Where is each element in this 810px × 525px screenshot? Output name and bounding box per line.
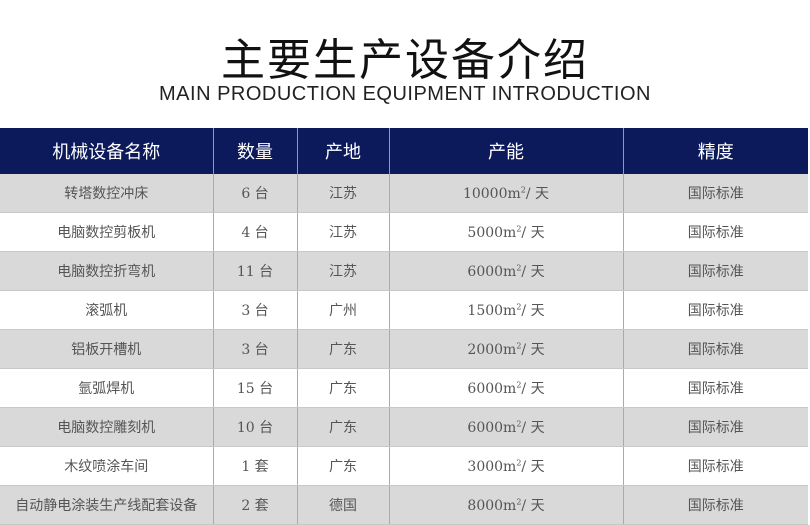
table-row: 电脑数控剪板机 4 台 江苏 5000m2/ 天 国际标准 — [0, 212, 808, 252]
capacity-per: / 天 — [521, 420, 545, 436]
precision: 国际标准 — [623, 407, 808, 447]
origin: 德国 — [297, 485, 390, 525]
capacity-unit: m — [503, 420, 517, 436]
precision: 国际标准 — [623, 251, 808, 291]
table-row: 自动静电涂装生产线配套设备 2 套 德国 8000m2/ 天 国际标准 — [0, 485, 808, 525]
capacity-unit: m — [503, 459, 517, 475]
capacity-unit-exp: 2 — [516, 302, 522, 312]
capacity-value: 10000 — [462, 186, 508, 202]
origin: 广州 — [297, 290, 390, 330]
quantity: 4 台 — [213, 212, 298, 252]
capacity-unit-exp: 2 — [516, 224, 522, 234]
capacity: 5000m2/ 天 — [389, 212, 624, 252]
capacity-unit-exp: 2 — [516, 497, 522, 507]
column-header: 产地 — [297, 128, 390, 174]
origin: 广东 — [297, 329, 390, 369]
capacity: 1500m2/ 天 — [389, 290, 624, 330]
quantity: 2 套 — [213, 485, 298, 525]
origin: 广东 — [297, 368, 390, 408]
precision: 国际标准 — [623, 329, 808, 369]
capacity: 6000m2/ 天 — [389, 407, 624, 447]
column-header: 数量 — [213, 128, 298, 174]
table-row: 电脑数控雕刻机 10 台 广东 6000m2/ 天 国际标准 — [0, 407, 808, 447]
column-header: 精度 — [623, 128, 808, 174]
capacity: 3000m2/ 天 — [389, 446, 624, 486]
capacity: 6000m2/ 天 — [389, 251, 624, 291]
capacity-unit-exp: 2 — [516, 458, 522, 468]
capacity-per: / 天 — [525, 186, 550, 202]
capacity-unit: m — [503, 303, 517, 319]
quantity: 6 台 — [213, 174, 298, 213]
equipment-name: 转塔数控冲床 — [0, 174, 214, 213]
capacity: 8000m2/ 天 — [389, 485, 624, 525]
precision: 国际标准 — [623, 485, 808, 525]
origin: 广东 — [297, 407, 390, 447]
quantity: 10 台 — [213, 407, 298, 447]
equipment-table: 机械设备名称 数量 产地 产能 精度 转塔数控冲床 6 台 江苏 10000m2/ 天 … — [0, 128, 808, 525]
capacity-per: / 天 — [521, 459, 545, 475]
equipment-name: 电脑数控雕刻机 — [0, 407, 214, 447]
precision: 国际标准 — [623, 368, 808, 408]
capacity-unit-exp: 2 — [516, 380, 522, 390]
capacity-value: 6000 — [467, 264, 504, 280]
quantity: 15 台 — [213, 368, 298, 408]
page-title: 主要生产设备介绍 — [221, 35, 589, 86]
capacity-unit-exp: 2 — [516, 419, 522, 429]
capacity-unit: m — [503, 264, 517, 280]
capacity-unit: m — [503, 381, 517, 397]
capacity-unit-exp: 2 — [516, 263, 522, 273]
table-row: 木纹喷涂车间 1 套 广东 3000m2/ 天 国际标准 — [0, 446, 808, 486]
capacity-unit: m — [503, 342, 517, 358]
capacity-unit-exp: 2 — [516, 341, 522, 351]
origin: 江苏 — [297, 212, 390, 252]
capacity-value: 2000 — [467, 342, 504, 358]
capacity-value: 3000 — [467, 459, 504, 475]
equipment-name: 滚弧机 — [0, 290, 214, 330]
capacity-unit: m — [503, 498, 517, 514]
capacity-value: 1500 — [467, 303, 504, 319]
capacity-value: 6000 — [467, 381, 504, 397]
equipment-name: 自动静电涂装生产线配套设备 — [0, 485, 214, 525]
capacity-per: / 天 — [521, 381, 545, 397]
column-header: 产能 — [389, 128, 624, 174]
table-row: 氩弧焊机 15 台 广东 6000m2/ 天 国际标准 — [0, 368, 808, 408]
table-row: 滚弧机 3 台 广州 1500m2/ 天 国际标准 — [0, 290, 808, 330]
quantity: 3 台 — [213, 329, 298, 369]
quantity: 11 台 — [213, 251, 298, 291]
capacity-per: / 天 — [521, 303, 545, 319]
origin: 江苏 — [297, 251, 390, 291]
precision: 国际标准 — [623, 290, 808, 330]
capacity-value: 6000 — [467, 420, 504, 436]
origin: 江苏 — [297, 174, 390, 213]
precision: 国际标准 — [623, 212, 808, 252]
equipment-name: 电脑数控剪板机 — [0, 212, 214, 252]
capacity-per: / 天 — [521, 342, 545, 358]
equipment-name: 电脑数控折弯机 — [0, 251, 214, 291]
precision: 国际标准 — [623, 174, 808, 213]
capacity-per: / 天 — [521, 225, 545, 241]
capacity: 6000m2/ 天 — [389, 368, 624, 408]
origin: 广东 — [297, 446, 390, 486]
capacity: 10000m2/ 天 — [389, 174, 624, 213]
capacity-per: / 天 — [521, 264, 545, 280]
page-subtitle: MAIN PRODUCTION EQUIPMENT INTRODUCTION — [159, 83, 651, 105]
table-row: 电脑数控折弯机 11 台 江苏 6000m2/ 天 国际标准 — [0, 251, 808, 291]
capacity-unit: m — [507, 186, 521, 202]
capacity-value: 5000 — [467, 225, 504, 241]
capacity-unit-exp: 2 — [520, 185, 526, 195]
quantity: 1 套 — [213, 446, 298, 486]
capacity: 2000m2/ 天 — [389, 329, 624, 369]
capacity-value: 8000 — [467, 498, 504, 514]
precision: 国际标准 — [623, 446, 808, 486]
table-row: 铝板开槽机 3 台 广东 2000m2/ 天 国际标准 — [0, 329, 808, 369]
equipment-name: 氩弧焊机 — [0, 368, 214, 408]
equipment-name: 木纹喷涂车间 — [0, 446, 214, 486]
column-header: 机械设备名称 — [0, 128, 214, 174]
capacity-per: / 天 — [521, 498, 545, 514]
equipment-name: 铝板开槽机 — [0, 329, 214, 369]
table-row: 转塔数控冲床 6 台 江苏 10000m2/ 天 国际标准 — [0, 174, 808, 213]
capacity-unit: m — [503, 225, 517, 241]
quantity: 3 台 — [213, 290, 298, 330]
